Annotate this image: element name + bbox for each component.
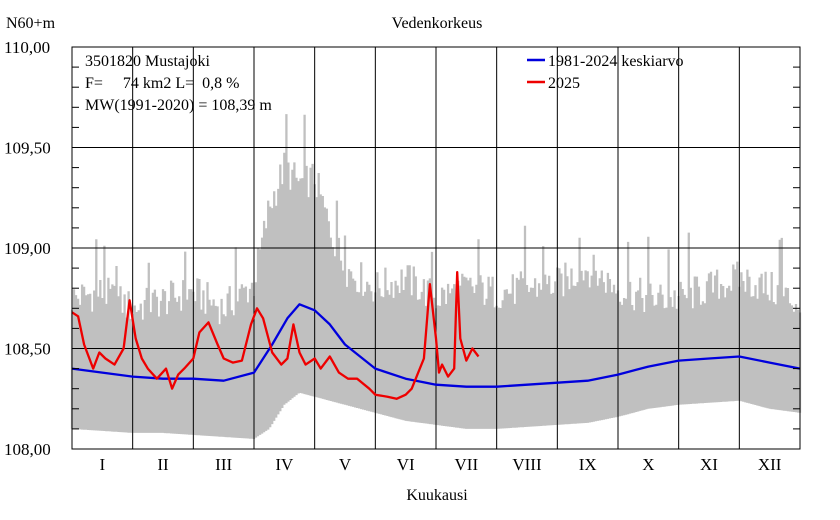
legend-label-mean: 1981-2024 keskiarvo xyxy=(548,53,684,70)
mean-level-annotation: MW(1991-2020) = 108,39 m xyxy=(85,97,272,114)
x-tick-label: X xyxy=(642,455,654,474)
x-tick-label: XI xyxy=(700,455,718,474)
x-tick-label: XII xyxy=(758,455,782,474)
y-tick-label: 108,50 xyxy=(4,340,51,359)
x-tick-label: I xyxy=(99,455,105,474)
x-tick-label: IX xyxy=(579,455,597,474)
x-tick-label: II xyxy=(157,455,169,474)
mean-series-line xyxy=(71,303,801,388)
series-lines-group xyxy=(71,270,801,400)
y-tick-label: 110,00 xyxy=(4,38,50,57)
x-tick-label: VI xyxy=(397,455,415,474)
y-tick-label: 108,00 xyxy=(4,440,51,459)
station-annotation: 3501820 Mustajoki xyxy=(85,53,210,70)
y-axis-label: N60+m xyxy=(6,15,56,32)
y-tick-label: 109,50 xyxy=(4,139,51,158)
current-year-series-line xyxy=(71,270,480,400)
x-tick-label: V xyxy=(339,455,352,474)
x-tick-label: VIII xyxy=(512,455,542,474)
y-tick-label: 109,00 xyxy=(4,239,51,258)
legend-label-current: 2025 xyxy=(548,75,580,92)
x-tick-label: IV xyxy=(275,455,294,474)
x-axis-label: Kuukausi xyxy=(406,487,468,504)
catchment-annotation: F= 74 km2 L= 0,8 % xyxy=(85,75,240,92)
x-tick-label: III xyxy=(215,455,232,474)
x-tick-label: VII xyxy=(455,455,479,474)
chart-title: Vedenkorkeus xyxy=(392,15,483,32)
